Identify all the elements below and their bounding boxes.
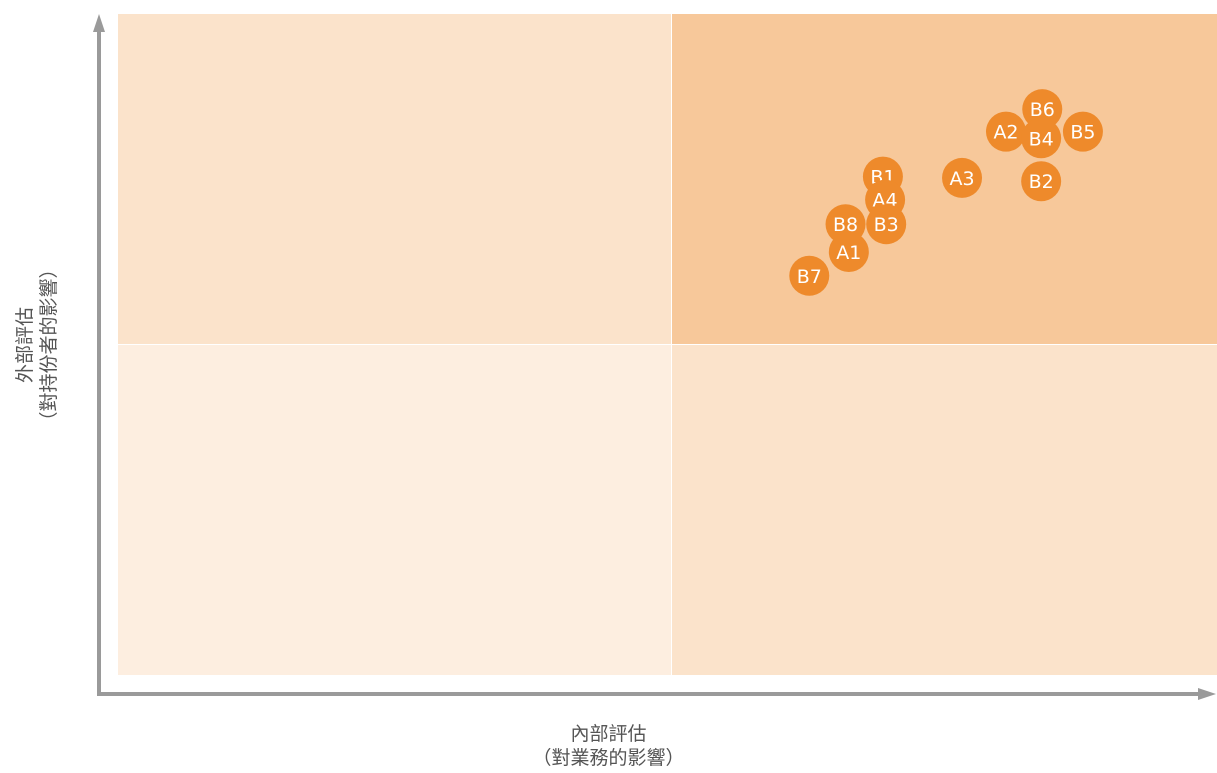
point-marker [942,157,983,198]
point-B6: B6 [1022,89,1063,130]
point-B4: B4 [1021,118,1062,159]
point-label: B8 [833,214,858,236]
point-B5: B5 [1062,111,1103,152]
x-axis-label-line1: 內部評估 [570,723,647,745]
point-A3: A3 [942,157,983,198]
point-B2: B2 [1021,161,1062,202]
point-marker [1021,118,1062,159]
point-label: B2 [1029,171,1054,193]
point-label: B6 [1030,99,1055,121]
point-marker [1062,111,1103,152]
quadrant-bottom-right [672,345,1217,675]
point-label: A1 [836,242,861,264]
point-marker [828,231,869,272]
point-marker [985,111,1026,152]
point-marker [789,255,830,296]
quadrant-top-left [118,14,671,344]
point-label: B7 [797,266,822,288]
x-axis-arrow [1198,688,1216,700]
point-label: A3 [949,168,974,190]
y-axis-label-line2: （對持份者的影響） [38,259,60,431]
y-axis-label-line1: 外部評估 [14,307,36,384]
point-label: B3 [874,214,899,236]
point-marker [866,204,907,245]
point-marker [1021,161,1062,202]
point-marker [1022,89,1063,130]
x-axis-label: 內部評估 （對業務的影響） [0,722,1217,770]
point-A1: A1 [828,231,869,272]
point-label: B4 [1029,128,1054,150]
point-B3: B3 [866,204,907,245]
point-label: A2 [993,122,1018,144]
x-axis-label-line2: （對業務的影響） [532,747,685,769]
point-A2: A2 [985,111,1026,152]
y-axis-arrow [93,14,105,32]
point-label: B5 [1070,122,1095,144]
point-B7: B7 [789,255,830,296]
quadrant-bottom-left [118,345,671,675]
